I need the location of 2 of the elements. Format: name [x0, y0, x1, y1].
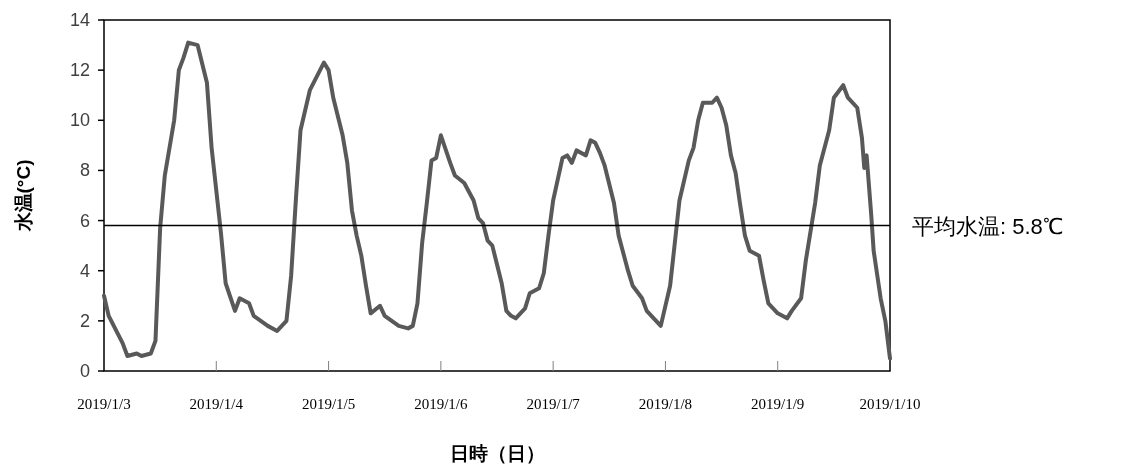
- ylabel: 水温(°C): [13, 159, 34, 232]
- xlabel: 日時（日）: [449, 443, 545, 464]
